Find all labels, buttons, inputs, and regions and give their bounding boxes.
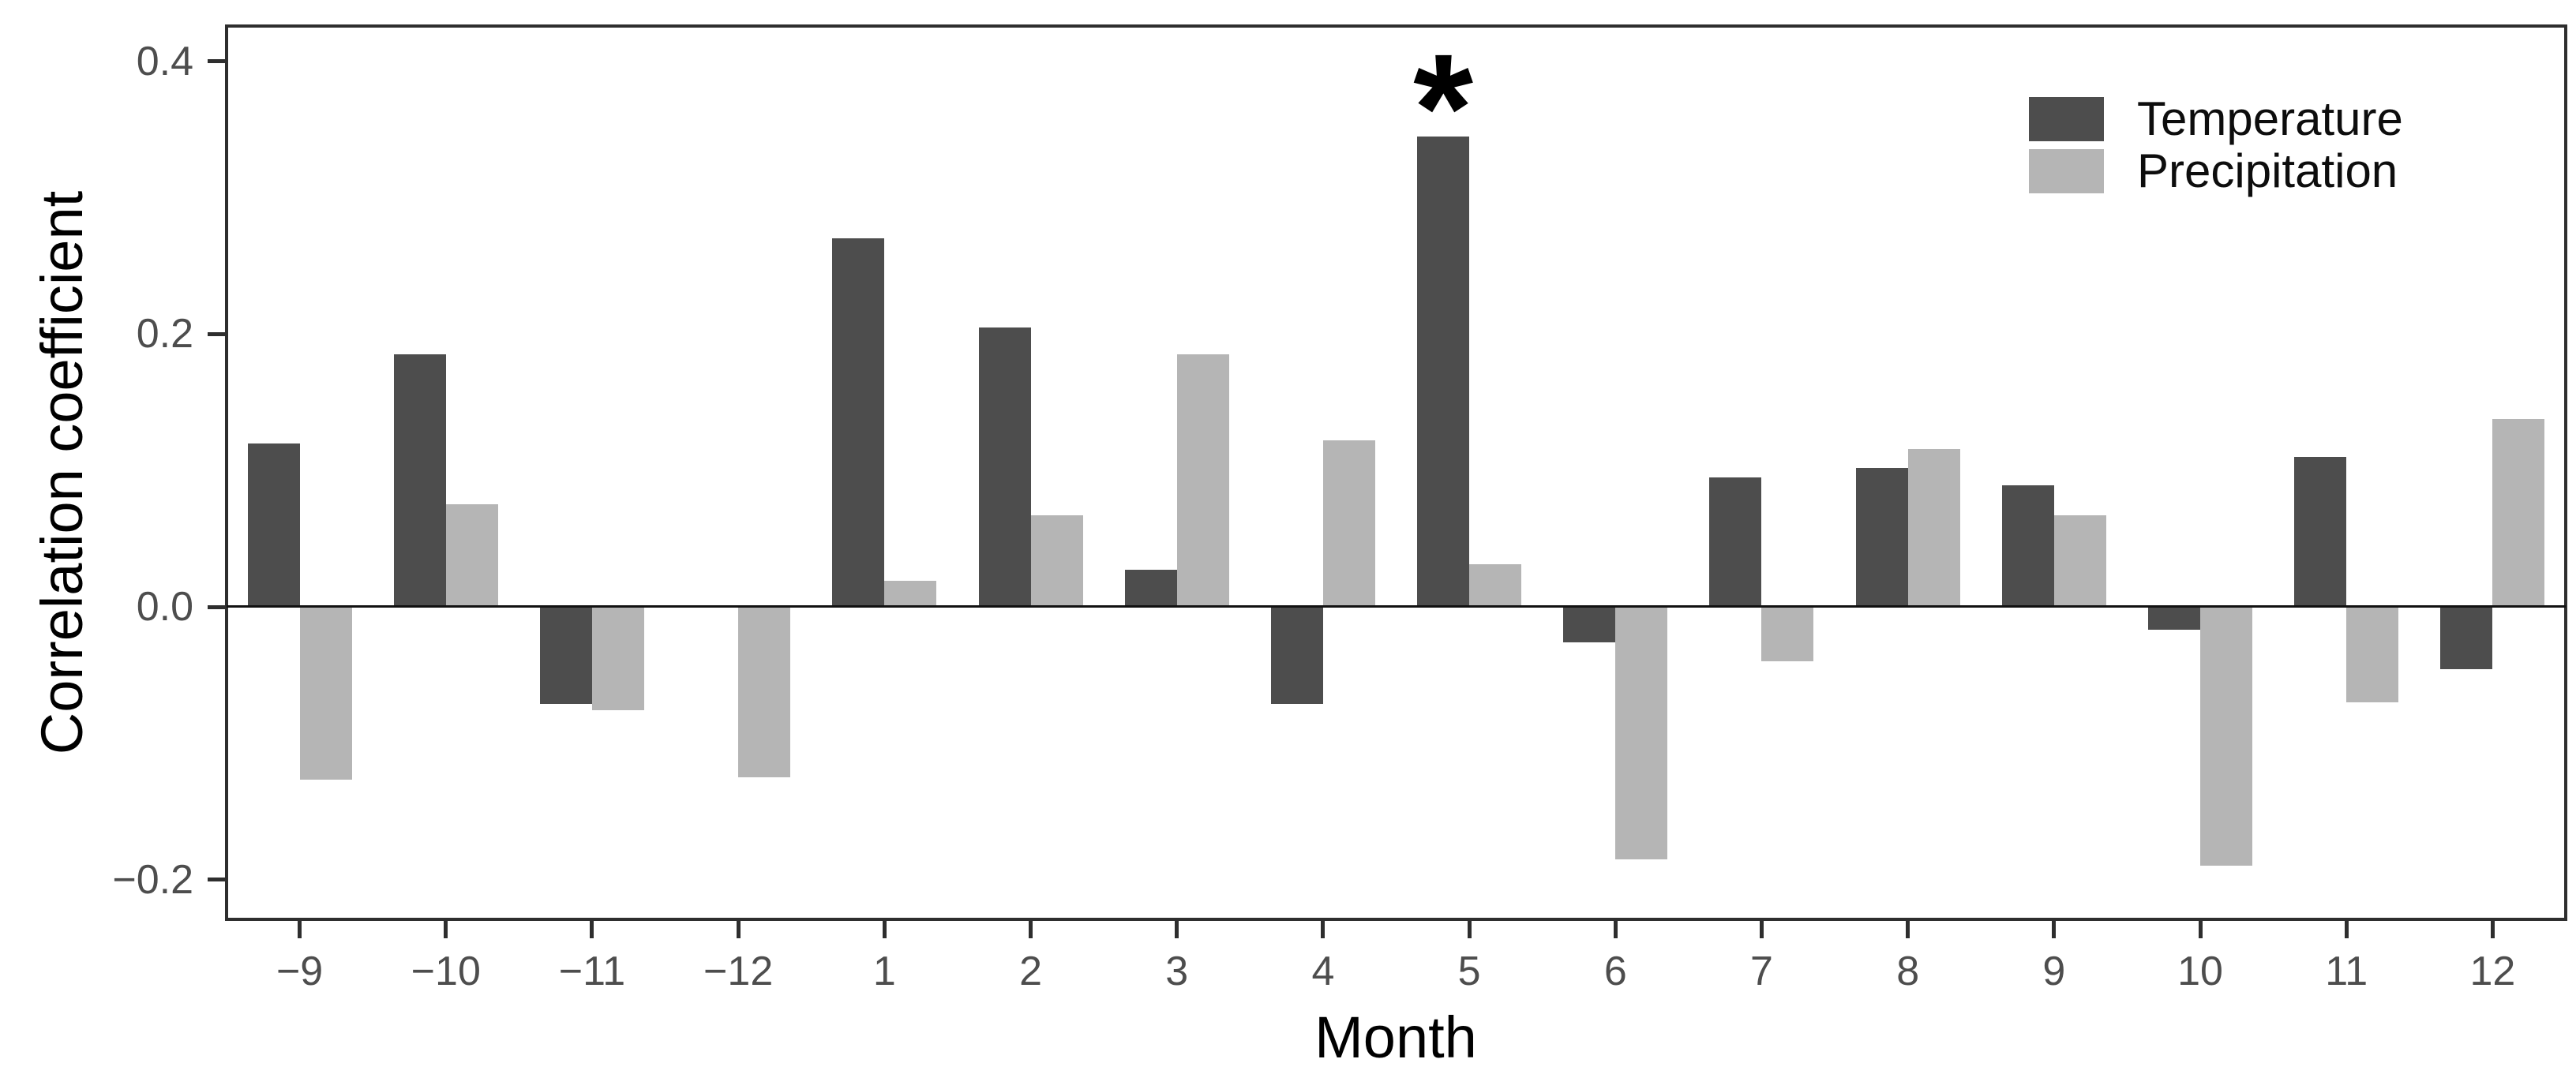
bar-precipitation-month-11 [2346,607,2399,702]
x-tick-label: 12 [2469,949,2516,994]
x-tick-mark [1175,919,1179,938]
x-tick-label: 9 [2042,949,2066,994]
x-tick-mark [444,919,448,938]
bar-precipitation-month-10 [2200,607,2253,866]
x-tick-mark [2052,919,2057,938]
bar-precipitation-month-neg12 [738,607,791,777]
x-tick-mark [1906,919,1910,938]
y-tick-label: −0.2 [112,856,193,903]
y-tick-label: 0.0 [136,584,193,630]
bar-precipitation-month-5 [1469,564,1522,607]
bar-precipitation-month-7 [1761,607,1814,662]
y-tick-mark [208,878,227,882]
x-tick-mark [1467,919,1472,938]
bar-precipitation-month-1 [884,581,937,607]
x-tick-label: 7 [1750,949,1773,994]
x-tick-label: 11 [2325,949,2368,994]
bar-temperature-month-5 [1417,136,1470,607]
bar-precipitation-month-neg10 [445,504,498,607]
bar-precipitation-month-8 [1907,448,1960,607]
zero-line [227,605,2566,608]
bar-temperature-month-6 [1563,607,1616,642]
bar-temperature-month-7 [1709,477,1762,607]
x-tick-label: 8 [1896,949,1920,994]
bar-precipitation-month-neg9 [299,607,352,780]
bar-temperature-month-neg9 [247,443,300,607]
x-tick-label: 10 [2177,949,2223,994]
x-tick-label: 5 [1457,949,1481,994]
x-tick-label: −9 [276,949,324,994]
legend: Temperature Precipitation [2029,92,2403,201]
plot-panel [225,24,2567,921]
bar-temperature-month-11 [2294,456,2347,607]
x-tick-mark [298,919,302,938]
x-tick-label: 6 [1603,949,1627,994]
x-tick-mark [2198,919,2203,938]
bar-temperature-month-3 [1124,570,1177,607]
bar-temperature-month-12 [2440,607,2493,670]
x-tick-mark [2344,919,2349,938]
bar-precipitation-month-9 [2053,515,2106,607]
x-tick-mark [882,919,887,938]
bar-precipitation-month-2 [1030,515,1083,607]
legend-swatch-temperature [2029,97,2104,141]
y-axis-title: Correlation coefficient [29,190,95,755]
y-tick-mark [208,604,227,609]
bar-temperature-month-neg10 [393,354,446,607]
bar-precipitation-month-12 [2492,418,2545,607]
bar-precipitation-month-neg11 [591,607,644,711]
x-tick-mark [1759,919,1764,938]
legend-label-precipitation: Precipitation [2137,144,2398,197]
bar-temperature-month-8 [1855,467,1908,607]
legend-swatch-precipitation [2029,149,2104,193]
y-tick-mark [208,331,227,336]
x-tick-label: 1 [872,949,896,994]
x-tick-label: −10 [411,949,481,994]
x-tick-label: 4 [1311,949,1335,994]
bar-temperature-month-2 [978,327,1031,607]
legend-item-precipitation: Precipitation [2029,144,2403,197]
x-tick-label: −12 [703,949,774,994]
y-tick-label: 0.2 [136,311,193,357]
x-tick-mark [2490,919,2495,938]
x-tick-label: −11 [558,949,626,994]
legend-item-temperature: Temperature [2029,92,2403,145]
x-tick-label: 3 [1165,949,1189,994]
bar-precipitation-month-4 [1322,440,1375,607]
x-tick-label: 2 [1019,949,1042,994]
x-tick-mark [1029,919,1033,938]
legend-label-temperature: Temperature [2137,92,2403,145]
x-tick-mark [1321,919,1325,938]
bar-precipitation-month-3 [1176,354,1229,607]
y-tick-mark [208,59,227,64]
significance-asterisk: * [1413,21,1474,194]
bar-temperature-month-9 [2001,485,2054,607]
x-tick-mark [1613,919,1618,938]
y-tick-label: 0.4 [136,38,193,84]
x-tick-mark [590,919,594,938]
x-axis-title: Month [1314,1005,1477,1070]
bar-temperature-month-10 [2148,607,2201,631]
x-tick-mark [736,919,741,938]
bar-temperature-month-1 [832,238,885,607]
bar-precipitation-month-6 [1615,607,1668,859]
bar-temperature-month-neg11 [539,607,592,704]
bar-temperature-month-4 [1270,607,1323,704]
